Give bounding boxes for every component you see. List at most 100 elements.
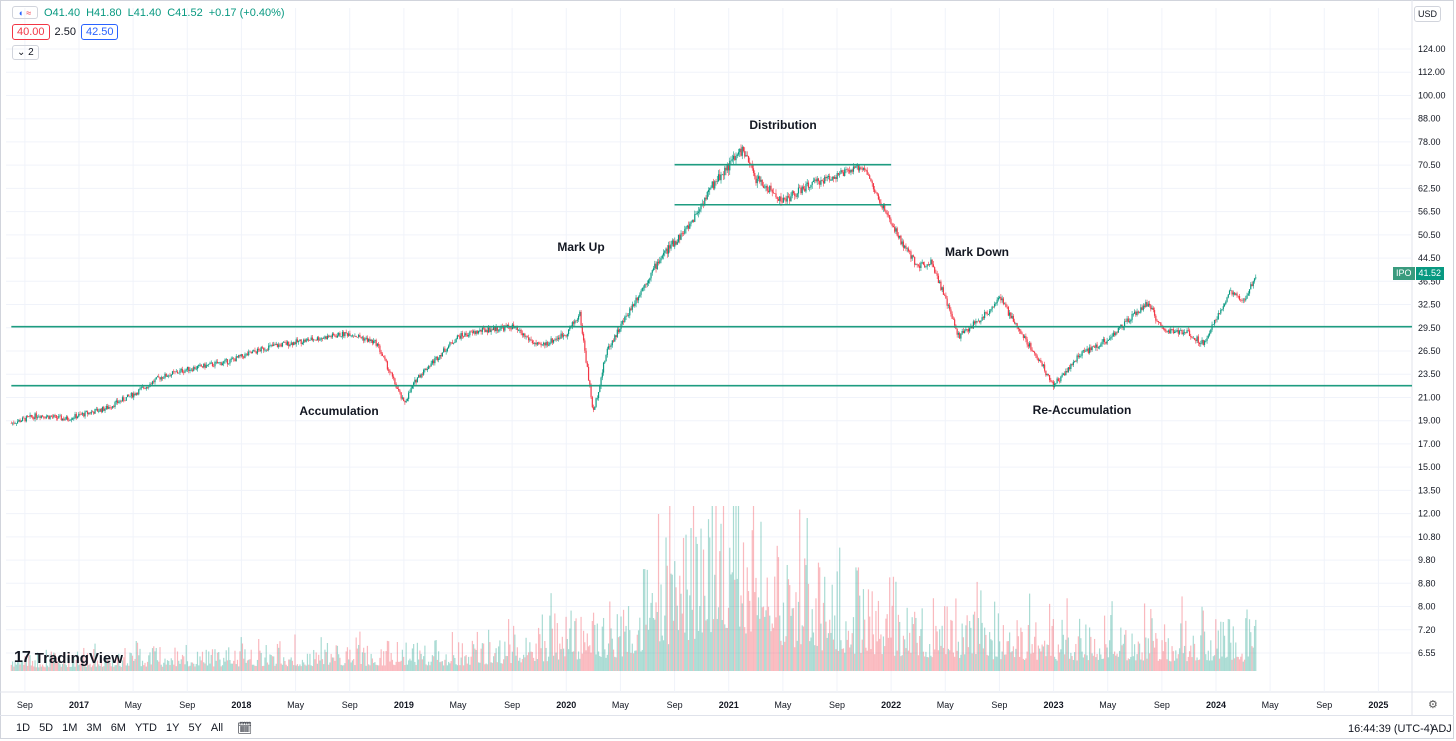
candle-body [351, 335, 354, 337]
range-3m[interactable]: 3M [86, 722, 102, 734]
volume-bar [670, 573, 672, 671]
volume-bar [794, 647, 796, 671]
candle-body [350, 335, 352, 337]
calendar-icon[interactable]: 🗓 [237, 721, 253, 735]
volume-bar [526, 655, 528, 671]
candle-body [994, 304, 996, 307]
volume-bar [920, 629, 922, 671]
volume-bar [751, 530, 753, 671]
gear-icon[interactable]: ⚙ [1428, 699, 1438, 711]
volume-bar [884, 646, 886, 671]
candle-body [1212, 324, 1214, 325]
candle-body [919, 265, 921, 269]
candle-body [504, 325, 506, 331]
candle-body [1095, 344, 1097, 348]
candle-body [601, 372, 603, 378]
candle-body [912, 255, 915, 257]
adj-button[interactable]: ADJ [1431, 723, 1452, 735]
candle-body [309, 340, 311, 341]
volume-bar [1107, 657, 1109, 671]
volume-bar [359, 631, 361, 671]
candle-body [1082, 350, 1084, 352]
range-1m[interactable]: 1M [62, 722, 78, 734]
candle-body [1237, 295, 1239, 297]
volume-bar [967, 647, 970, 671]
range-1y[interactable]: 1Y [165, 722, 180, 734]
volume-bar [561, 636, 563, 671]
candle-body [291, 342, 294, 346]
volume-bar [419, 650, 421, 671]
time-axis: Sep 2017 May Sep 2018 May Sep 2019 May Sep 2020 May… [17, 700, 1389, 710]
indicator-high[interactable]: 42.50 [80, 24, 119, 40]
candle-body [166, 376, 169, 378]
volume-bar [349, 649, 351, 671]
candle-body [754, 172, 756, 177]
candle-body [61, 418, 64, 421]
candle-body [1243, 299, 1246, 301]
volume-bar [871, 591, 873, 671]
volume-bar [770, 631, 772, 671]
currency-button[interactable]: USD [1414, 6, 1442, 22]
range-6m[interactable]: 6M [110, 722, 126, 734]
volume-bar [340, 664, 342, 671]
volume-bar [1046, 644, 1048, 671]
volume-bar [532, 657, 535, 671]
volume-bar [106, 659, 109, 671]
range-5y[interactable]: 5Y [188, 722, 202, 734]
candle-body [410, 387, 412, 393]
tradingview-logo[interactable]: 17 TradingView [14, 649, 123, 667]
volume-bar [368, 664, 370, 671]
volume-bar [1228, 619, 1231, 671]
range-all[interactable]: All [210, 722, 224, 734]
candle-body [921, 262, 923, 263]
volume-bar [947, 648, 950, 671]
candle-body [924, 264, 926, 267]
time-tick-label: Sep [342, 700, 358, 710]
volume-bar [1036, 659, 1038, 671]
volume-bar [494, 653, 496, 671]
volume-bar [374, 662, 376, 671]
candle-body [757, 176, 760, 179]
candle-body [174, 371, 176, 373]
indicator-low[interactable]: 40.00 [12, 24, 50, 40]
volume-bar [1220, 621, 1222, 671]
volume-bar [840, 640, 842, 671]
candle-body [840, 170, 842, 174]
candle-body [716, 181, 718, 182]
range-ytd[interactable]: YTD [134, 722, 157, 734]
volume-bar [942, 647, 945, 671]
volume-bar [453, 655, 455, 671]
candle-body [560, 333, 562, 339]
volume-bar [591, 621, 593, 671]
range-1d[interactable]: 1D [16, 722, 31, 734]
volume-bar [458, 642, 460, 671]
volume-bar [972, 614, 974, 671]
volume-bar [1029, 593, 1031, 671]
candle-body [894, 226, 896, 232]
candle-body [792, 191, 795, 194]
volume-bar [78, 665, 80, 671]
candle-body [841, 170, 843, 173]
volume-bar [111, 660, 114, 671]
candle-body [280, 344, 282, 347]
moon-wave-icon[interactable]: ◐ ≈ [12, 6, 38, 19]
candle-body [294, 342, 296, 345]
volume-bar [671, 574, 673, 671]
volume-bar [1200, 635, 1202, 671]
volume-bar [14, 660, 16, 671]
volume-bar [10, 664, 12, 671]
candle-body [15, 423, 17, 424]
clock[interactable]: 16:44:39 (UTC-4) [1348, 723, 1434, 735]
range-5d[interactable]: 5D [39, 722, 54, 734]
volume-bar [1122, 643, 1124, 671]
candle-body [635, 297, 637, 304]
candle-body [1147, 303, 1149, 307]
candle-body [398, 388, 400, 391]
collapse-indicators-button[interactable]: ⌄ 2 [12, 45, 39, 60]
candle-body [420, 374, 422, 378]
candle-body [615, 335, 617, 338]
candle-body [74, 414, 76, 419]
candle-body [725, 167, 727, 171]
candle-body [679, 234, 681, 240]
